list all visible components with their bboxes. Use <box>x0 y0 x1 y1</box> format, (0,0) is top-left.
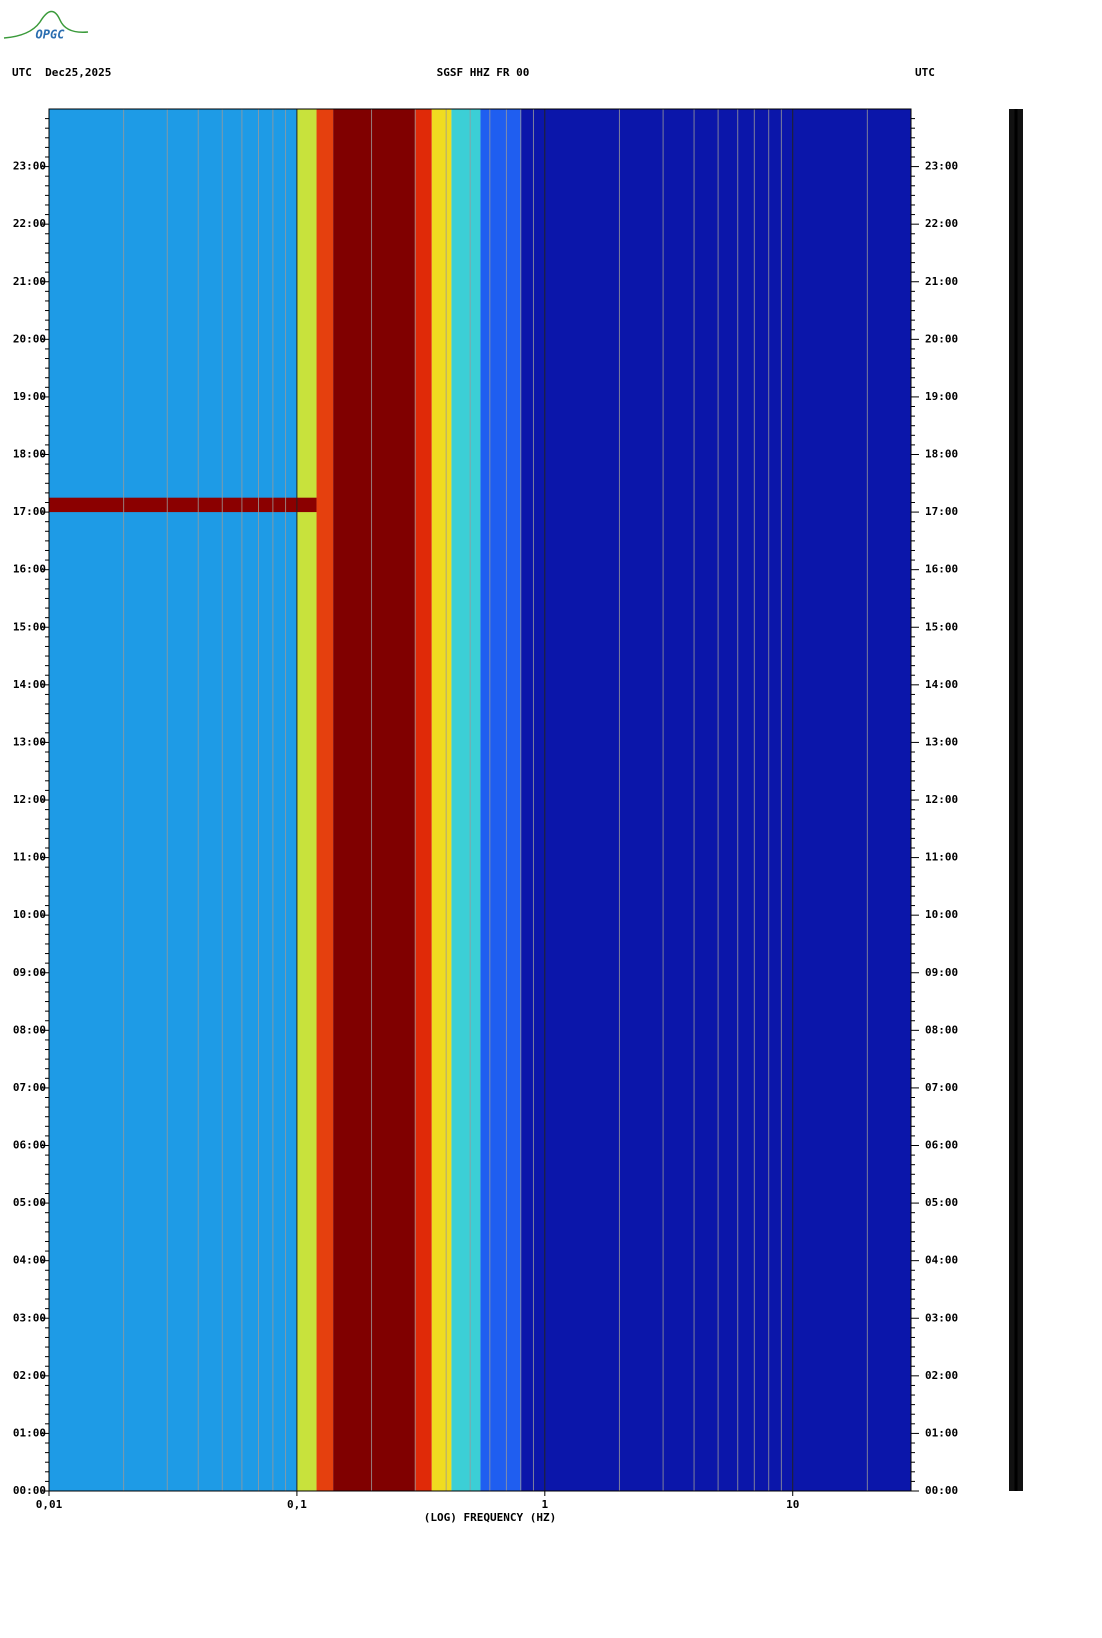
logo: OPGC <box>36 28 66 42</box>
y-tick-label: 04:00 <box>13 1254 46 1267</box>
spectral-band <box>49 109 297 1491</box>
spectral-band <box>415 109 432 1491</box>
y-tick-label: 10:00 <box>13 908 46 921</box>
title-left: UTC Dec25,2025 <box>12 66 111 79</box>
y-tick-label: 12:00 <box>13 793 46 806</box>
y-tick-label: 22:00 <box>13 217 46 230</box>
y-tick-label: 20:00 <box>13 332 46 345</box>
y-tick-label-right: 21:00 <box>925 275 958 288</box>
y-tick-label: 01:00 <box>13 1426 46 1439</box>
x-tick-label: 0,1 <box>287 1498 307 1511</box>
y-tick-label: 02:00 <box>13 1369 46 1382</box>
y-tick-label: 03:00 <box>13 1311 46 1324</box>
y-tick-label: 23:00 <box>13 160 46 173</box>
spectral-band <box>296 109 317 1491</box>
y-tick-label: 00:00 <box>13 1484 46 1497</box>
x-tick-label: 10 <box>786 1498 799 1511</box>
y-tick-label-right: 19:00 <box>925 390 958 403</box>
spectral-band <box>480 109 521 1491</box>
y-tick-label-right: 02:00 <box>925 1369 958 1382</box>
event-streak <box>49 497 317 513</box>
y-tick-label-right: 23:00 <box>925 160 958 173</box>
spectral-band <box>451 109 481 1491</box>
y-tick-label-right: 01:00 <box>925 1426 958 1439</box>
spectral-band <box>431 109 452 1491</box>
y-tick-label-right: 14:00 <box>925 678 958 691</box>
y-tick-label: 13:00 <box>13 735 46 748</box>
y-tick-label: 14:00 <box>13 678 46 691</box>
chart-title: SGSF HHZ FR 00 <box>437 66 530 79</box>
y-tick-label-right: 06:00 <box>925 1139 958 1152</box>
y-tick-label-right: 12:00 <box>925 793 958 806</box>
y-tick-label-right: 03:00 <box>925 1311 958 1324</box>
y-tick-label-right: 20:00 <box>925 332 958 345</box>
spectral-band <box>316 109 334 1491</box>
y-tick-label-right: 10:00 <box>925 908 958 921</box>
x-tick-label: 0,01 <box>36 1498 63 1511</box>
y-tick-label-right: 05:00 <box>925 1196 958 1209</box>
y-tick-label: 06:00 <box>13 1139 46 1152</box>
y-tick-label-right: 18:00 <box>925 448 958 461</box>
y-tick-label: 15:00 <box>13 620 46 633</box>
x-axis-label: (LOG) FREQUENCY (HZ) <box>424 1511 556 1524</box>
y-tick-label-right: 11:00 <box>925 851 958 864</box>
y-tick-label: 11:00 <box>13 851 46 864</box>
y-tick-label-right: 08:00 <box>925 1023 958 1036</box>
y-tick-label-right: 17:00 <box>925 505 958 518</box>
y-tick-label: 09:00 <box>13 966 46 979</box>
y-tick-label: 19:00 <box>13 390 46 403</box>
y-tick-label: 18:00 <box>13 448 46 461</box>
y-tick-label: 07:00 <box>13 1081 46 1094</box>
y-tick-label: 08:00 <box>13 1023 46 1036</box>
y-tick-label: 21:00 <box>13 275 46 288</box>
spectral-band <box>333 109 416 1491</box>
y-tick-label: 05:00 <box>13 1196 46 1209</box>
x-tick-label: 1 <box>541 1498 548 1511</box>
y-tick-label-right: 09:00 <box>925 966 958 979</box>
y-tick-label-right: 07:00 <box>925 1081 958 1094</box>
y-tick-label-right: 22:00 <box>925 217 958 230</box>
spectral-band <box>520 109 911 1491</box>
y-tick-label-right: 00:00 <box>925 1484 958 1497</box>
plot-frame <box>48 108 912 1492</box>
y-tick-label-right: 15:00 <box>925 620 958 633</box>
logo-curve <box>3 10 89 39</box>
y-tick-label: 16:00 <box>13 563 46 576</box>
y-tick-label-right: 13:00 <box>925 735 958 748</box>
y-tick-label: 17:00 <box>13 505 46 518</box>
title-right: UTC <box>915 66 935 79</box>
y-tick-label-right: 04:00 <box>925 1254 958 1267</box>
y-tick-label-right: 16:00 <box>925 563 958 576</box>
